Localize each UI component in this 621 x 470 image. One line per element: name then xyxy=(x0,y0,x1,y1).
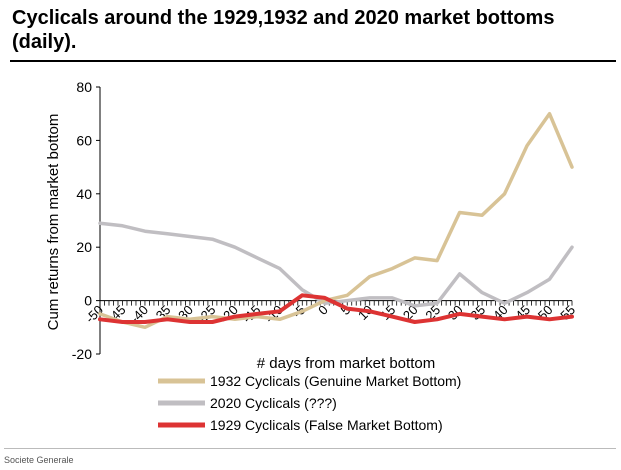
y-tick-label: 0 xyxy=(84,293,92,309)
legend-label-0: 1932 Cyclicals (Genuine Market Bottom) xyxy=(210,373,461,389)
series-line-2 xyxy=(98,293,574,324)
series-line-0 xyxy=(98,111,574,330)
source-divider xyxy=(4,448,616,449)
series-line-1 xyxy=(98,221,574,308)
legend-label-1: 2020 Cyclicals (???) xyxy=(210,395,337,411)
chart-title: Cyclicals around the 1929,1932 and 2020 … xyxy=(12,7,555,53)
line-chart: -20020406080-50-45-40-35-30-25-20-15-10-… xyxy=(45,79,578,433)
chart-legend: 1932 Cyclicals (Genuine Market Bottom) 20… xyxy=(158,373,461,433)
y-tick-label: 60 xyxy=(76,132,92,148)
legend-label-2: 1929 Cyclicals (False Market Bottom) xyxy=(210,417,443,433)
y-tick-label: -20 xyxy=(72,346,92,362)
y-axis-title: Cum returns from market bottom xyxy=(45,114,62,331)
source-label: Societe Generale xyxy=(4,455,74,465)
title-divider xyxy=(10,60,616,62)
y-tick-label: 20 xyxy=(76,239,92,255)
chart-series xyxy=(98,111,574,330)
x-tick-label: -20 xyxy=(217,302,241,326)
y-tick-label: 80 xyxy=(76,79,92,95)
y-tick-label: 40 xyxy=(76,186,92,202)
x-tick-label: 35 xyxy=(467,302,488,323)
x-axis-title: # days from market bottom xyxy=(257,355,435,372)
